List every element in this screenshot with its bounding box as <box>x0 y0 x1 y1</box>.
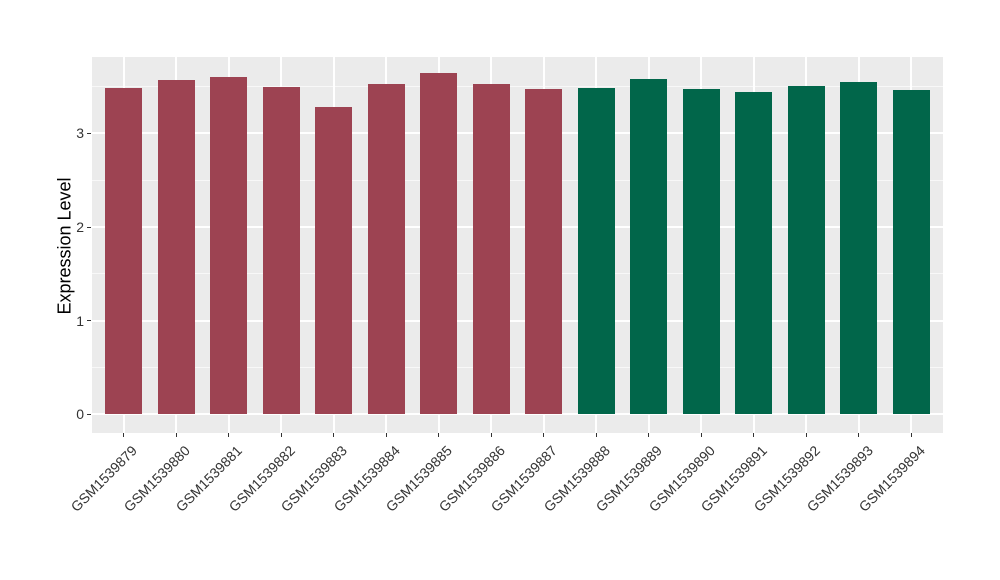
y-tick-label: 3 <box>76 125 84 142</box>
x-tick-mark <box>858 433 860 437</box>
minor-gridline <box>92 273 943 275</box>
x-tick-mark <box>175 433 177 437</box>
x-tick-mark <box>753 433 755 437</box>
bar-GSM1539886 <box>472 83 510 415</box>
bar-GSM1539884 <box>367 83 405 415</box>
x-tick-mark <box>385 433 387 437</box>
bar-GSM1539893 <box>840 81 878 415</box>
x-tick-mark <box>333 433 335 437</box>
x-tick-mark <box>648 433 650 437</box>
x-tick-mark <box>543 433 545 437</box>
bar-GSM1539891 <box>735 92 773 415</box>
bar-GSM1539883 <box>315 107 353 415</box>
x-tick-mark <box>700 433 702 437</box>
y-tick-label: 2 <box>76 219 84 235</box>
minor-gridline <box>92 179 943 181</box>
y-tick-mark <box>87 413 91 415</box>
bar-GSM1539889 <box>630 79 668 415</box>
minor-gridline <box>92 366 943 368</box>
bar-GSM1539881 <box>210 77 248 415</box>
x-tick-mark <box>123 433 125 437</box>
x-tick-mark <box>438 433 440 437</box>
x-tick-mark <box>805 433 807 437</box>
x-tick-mark <box>280 433 282 437</box>
major-gridline <box>92 413 943 416</box>
x-tick-mark <box>490 433 492 437</box>
bar-GSM1539887 <box>525 89 563 415</box>
bar-GSM1539882 <box>262 86 300 415</box>
major-gridline <box>92 132 943 135</box>
x-tick-mark <box>910 433 912 437</box>
bar-GSM1539888 <box>577 88 615 415</box>
y-axis-title: Expression Level <box>54 177 75 315</box>
plot-panel <box>92 57 943 433</box>
x-tick-mark <box>228 433 230 437</box>
major-gridline <box>92 226 943 228</box>
bar-GSM1539892 <box>787 85 825 415</box>
y-tick-label: 0 <box>76 406 84 423</box>
bar-GSM1539894 <box>892 90 930 415</box>
minor-gridline <box>92 86 943 88</box>
x-tick-mark <box>595 433 597 437</box>
y-tick-mark <box>87 132 91 134</box>
bar-GSM1539885 <box>420 73 458 415</box>
bar-GSM1539880 <box>157 80 195 415</box>
y-tick-mark <box>87 320 91 322</box>
y-tick-mark <box>87 226 91 228</box>
major-gridline <box>92 319 943 322</box>
y-tick-label: 1 <box>76 312 84 329</box>
bar-GSM1539879 <box>105 87 143 415</box>
bar-GSM1539890 <box>682 89 720 415</box>
